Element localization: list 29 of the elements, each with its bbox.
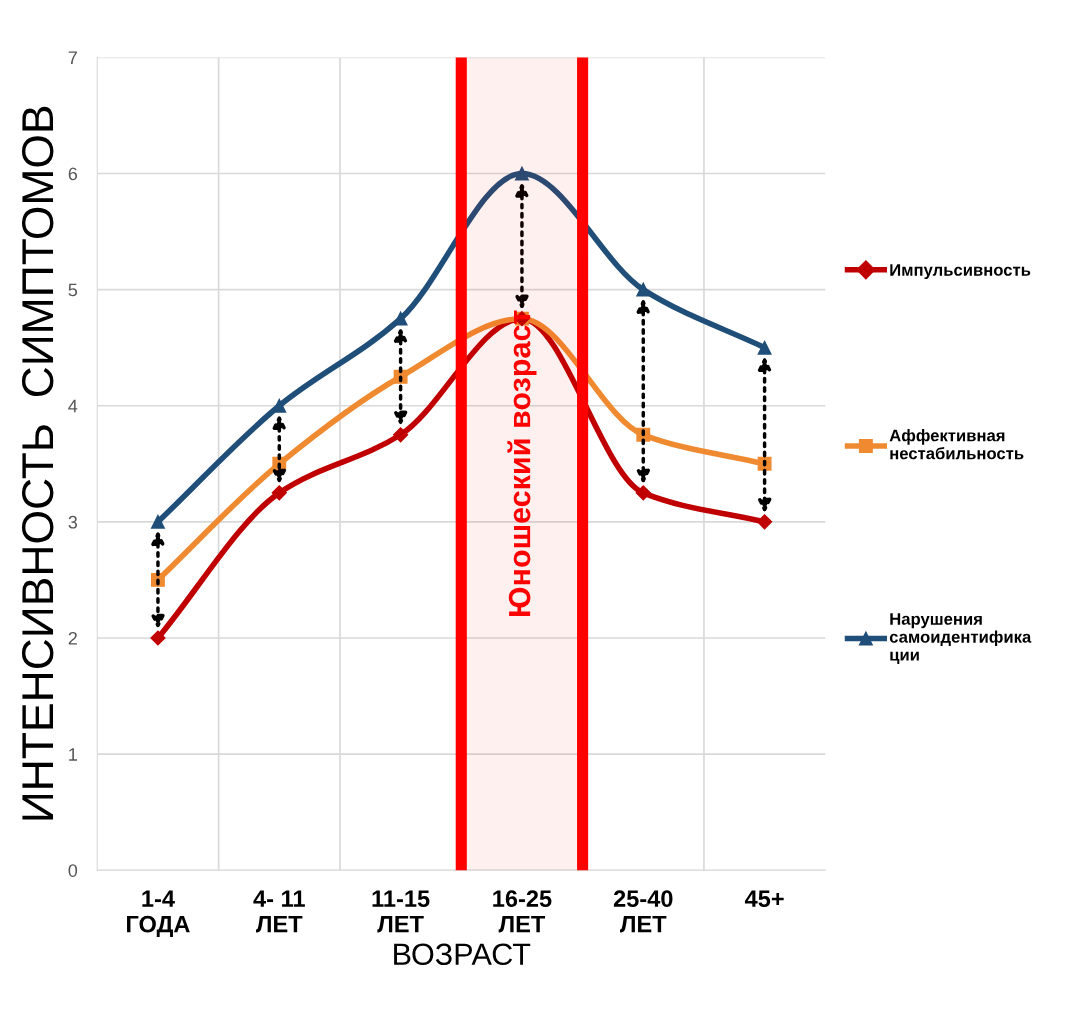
- point: [636, 282, 651, 297]
- point: [635, 485, 651, 501]
- x-tick-label: 25-40 ЛЕТ: [613, 890, 673, 933]
- y-axis-title: ИНТЕНСИВНОСТЬ СИМПТОМОВ: [21, 106, 54, 820]
- y-tick-label: 3: [68, 515, 78, 529]
- x-tick-label: 16-25 ЛЕТ: [493, 890, 552, 933]
- y-tick-label: 6: [68, 167, 78, 181]
- y-tick-label: 1: [69, 748, 77, 761]
- y-tick-label: 2: [68, 631, 77, 645]
- y-tick-label: 7: [68, 51, 77, 64]
- y-tick-label: 0: [68, 864, 78, 877]
- x-tick-label: 11-15 ЛЕТ: [372, 890, 430, 933]
- legend-label: Нарушения самоидентифика ции: [889, 613, 1032, 664]
- y-tick-label: 5: [68, 283, 78, 297]
- x-axis-title: ВОЗРАСТ: [394, 943, 531, 966]
- legend-label: Аффективная нестабильность: [889, 429, 1024, 460]
- point: [150, 630, 166, 646]
- band-label: Юношеский возраст: [507, 310, 537, 616]
- x-tick-label: 1-4 ГОДА: [127, 890, 190, 937]
- legend-label: Импульсивность: [890, 264, 1031, 280]
- point: [757, 514, 773, 530]
- point: [757, 340, 772, 355]
- y-tick-label: 4: [68, 399, 78, 413]
- x-tick-label: 4- 11 ЛЕТ: [253, 890, 305, 933]
- point: [393, 427, 409, 443]
- point: [514, 166, 529, 181]
- point: [271, 485, 287, 501]
- x-tick-label: 45+: [744, 890, 784, 908]
- point: [150, 514, 165, 529]
